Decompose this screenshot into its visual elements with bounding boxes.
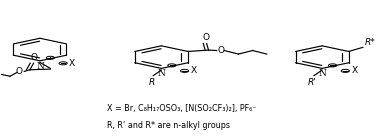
Text: N: N	[158, 69, 165, 78]
Text: X: X	[191, 66, 197, 75]
Text: N: N	[318, 69, 326, 78]
Text: R: R	[149, 78, 155, 87]
Text: X: X	[351, 66, 358, 75]
Text: R*: R*	[364, 38, 375, 47]
Text: R, R’ and R* are n-alkyl groups: R, R’ and R* are n-alkyl groups	[107, 121, 230, 130]
Text: R': R'	[308, 78, 317, 87]
Text: O: O	[30, 53, 37, 62]
Text: O: O	[202, 33, 209, 42]
Text: O: O	[15, 67, 23, 76]
Text: X = Br, C₈H₁₇OSO₃, [N(SO₂CF₃)₂], PF₆⁻: X = Br, C₈H₁₇OSO₃, [N(SO₂CF₃)₂], PF₆⁻	[107, 104, 257, 113]
Text: N: N	[36, 62, 44, 70]
Text: O: O	[218, 46, 225, 55]
Text: X: X	[69, 59, 75, 68]
